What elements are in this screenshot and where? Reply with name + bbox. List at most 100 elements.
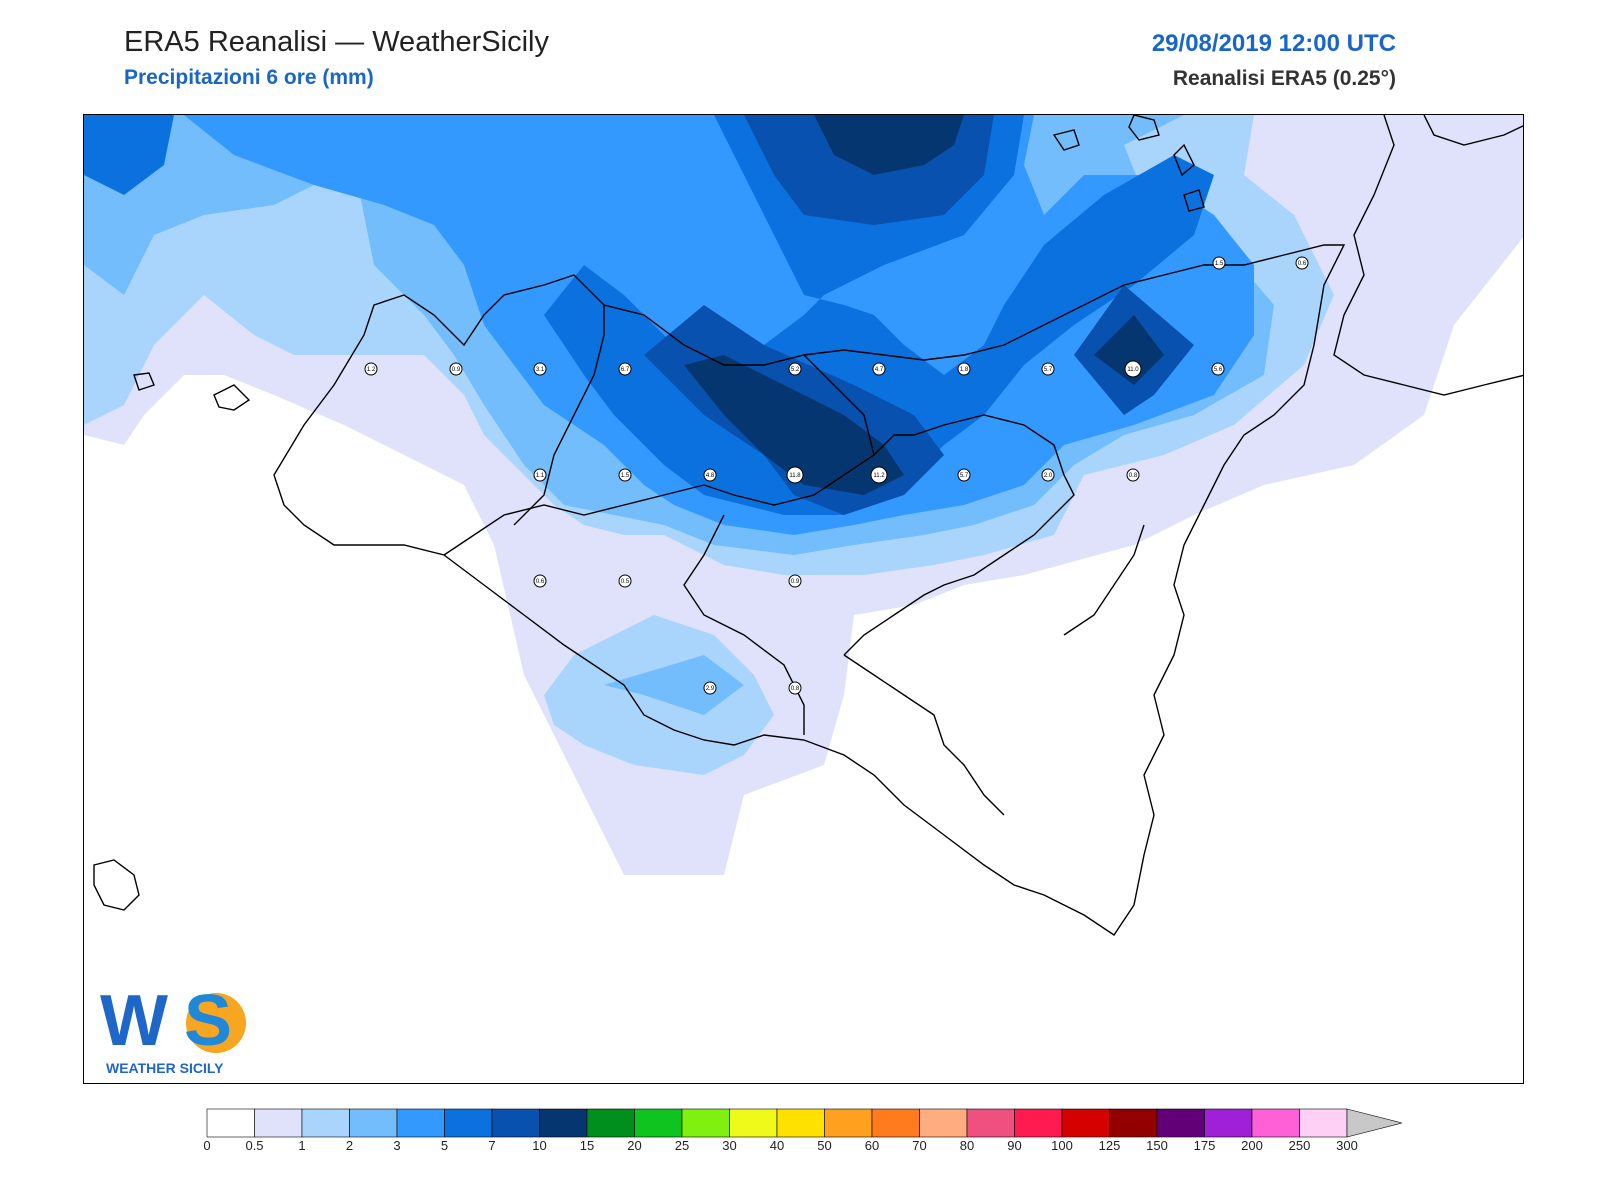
egadi-island-1 bbox=[133, 372, 155, 391]
precip-band-10-15-east bbox=[1094, 315, 1164, 385]
station-value: 1.5 bbox=[1215, 261, 1224, 267]
province-border-1 bbox=[443, 484, 705, 556]
station-value: 5.6 bbox=[1214, 367, 1223, 373]
legend-tick-label: 90 bbox=[1007, 1138, 1022, 1153]
station-marker[interactable]: 1.8 bbox=[957, 362, 971, 376]
legend-swatch bbox=[1109, 1108, 1158, 1138]
station-value: 3.1 bbox=[536, 367, 545, 373]
legend-swatch bbox=[1156, 1108, 1205, 1138]
logo-text: WEATHER SICILY bbox=[106, 1060, 224, 1076]
legend-tick-label: 2 bbox=[345, 1138, 354, 1153]
legend-tick-label: 15 bbox=[579, 1138, 595, 1153]
station-marker[interactable]: 0.6 bbox=[1295, 256, 1309, 270]
map-canvas: 1.5 0.6 1.2 0.9 3.1 6.7 5.2 4.7 1.8 5.7 … bbox=[84, 115, 1523, 936]
color-legend bbox=[206, 1108, 1403, 1138]
station-marker[interactable]: 5.6 bbox=[1211, 362, 1225, 376]
station-value: 0.6 bbox=[536, 579, 545, 585]
station-value: 1.5 bbox=[621, 473, 630, 479]
station-marker[interactable]: 4.7 bbox=[872, 362, 886, 376]
legend-swatch bbox=[1014, 1108, 1063, 1138]
legend-tick-label: 200 bbox=[1241, 1138, 1263, 1153]
station-marker[interactable]: 6.7 bbox=[618, 362, 632, 376]
legend-swatch bbox=[491, 1108, 540, 1138]
station-marker[interactable]: 2.9 bbox=[703, 681, 717, 695]
legend-tick-label: 250 bbox=[1288, 1138, 1311, 1153]
station-marker[interactable]: 4.8 bbox=[703, 468, 717, 482]
legend-swatch bbox=[966, 1108, 1015, 1138]
legend-swatch bbox=[1204, 1108, 1253, 1138]
legend-swatch bbox=[301, 1108, 350, 1138]
legend-extend-arrow bbox=[1346, 1108, 1403, 1138]
station-marker[interactable]: 0.8 bbox=[788, 681, 802, 695]
legend-tick-label: 125 bbox=[1098, 1138, 1121, 1153]
legend-swatch bbox=[871, 1108, 920, 1138]
station-marker[interactable]: 0.5 bbox=[618, 574, 632, 588]
legend-swatch bbox=[254, 1108, 303, 1138]
station-value: 2.0 bbox=[1044, 473, 1053, 479]
egadi-island-2 bbox=[213, 384, 251, 411]
precip-band-10-15 bbox=[814, 115, 964, 175]
station-marker[interactable]: 5.7 bbox=[957, 468, 971, 482]
legend-swatch bbox=[634, 1108, 683, 1138]
station-marker[interactable]: 0.9 bbox=[449, 362, 463, 376]
station-marker[interactable]: 0.6 bbox=[533, 574, 547, 588]
station-marker[interactable]: 1.5 bbox=[1212, 256, 1226, 270]
station-markers: 1.5 0.6 1.2 0.9 3.1 6.7 5.2 4.7 1.8 5.7 … bbox=[364, 256, 1309, 695]
station-marker[interactable]: 1.2 bbox=[364, 362, 378, 376]
svg-text:W: W bbox=[100, 981, 168, 1061]
station-marker[interactable]: 5.7 bbox=[1041, 362, 1055, 376]
legend-tick-label: 0.5 bbox=[245, 1138, 264, 1153]
station-value: 1.2 bbox=[367, 367, 376, 373]
legend-swatch bbox=[349, 1108, 398, 1138]
station-marker[interactable]: 11.2 bbox=[870, 466, 888, 484]
station-marker[interactable]: 2.0 bbox=[1041, 468, 1055, 482]
station-marker[interactable]: 0.9 bbox=[788, 574, 802, 588]
legend-tick-label: 60 bbox=[864, 1138, 880, 1153]
legend-tick-label: 40 bbox=[769, 1138, 785, 1153]
legend-swatch bbox=[539, 1108, 588, 1138]
station-value: 0.8 bbox=[791, 686, 800, 692]
station-value: 4.7 bbox=[875, 367, 884, 373]
legend-tick-label: 100 bbox=[1051, 1138, 1073, 1153]
legend-tick-label: 80 bbox=[959, 1138, 975, 1153]
province-border-5 bbox=[683, 514, 805, 735]
precip-band-10-15-mid bbox=[684, 355, 904, 495]
province-border-3 bbox=[803, 354, 875, 456]
legend-tick-label: 1 bbox=[298, 1138, 306, 1153]
station-value: 11.0 bbox=[1127, 367, 1139, 373]
legend-swatch bbox=[919, 1108, 968, 1138]
precip-band-5-7-nw bbox=[84, 115, 174, 195]
station-marker[interactable]: 1.5 bbox=[618, 468, 632, 482]
data-source: Reanalisi ERA5 (0.25°) bbox=[1172, 67, 1396, 90]
coastlines bbox=[93, 115, 1523, 936]
station-marker[interactable]: 11.0 bbox=[1124, 360, 1142, 378]
legend-swatch bbox=[1299, 1108, 1348, 1138]
station-value: 0.9 bbox=[452, 367, 461, 373]
legend-swatch bbox=[681, 1108, 730, 1138]
station-value: 5.2 bbox=[791, 367, 800, 373]
sicily-coastline bbox=[273, 244, 1346, 936]
legend-tick-label: 5 bbox=[440, 1138, 449, 1153]
province-border-2 bbox=[703, 414, 1075, 656]
legend-tick-label: 10 bbox=[532, 1138, 547, 1153]
station-value: 5.7 bbox=[1044, 367, 1053, 373]
station-value: 11.8 bbox=[789, 473, 801, 479]
calabria-coast-top bbox=[1423, 115, 1523, 146]
calabria-coastline bbox=[1333, 115, 1523, 396]
station-marker[interactable]: 0.8 bbox=[1126, 468, 1140, 482]
station-marker[interactable]: 11.8 bbox=[786, 466, 804, 484]
legend-swatch bbox=[729, 1108, 778, 1138]
forecast-datetime: 29/08/2019 12:00 UTC bbox=[1151, 30, 1396, 57]
legend-swatch bbox=[824, 1108, 873, 1138]
legend-swatch bbox=[1251, 1108, 1300, 1138]
station-marker[interactable]: 5.2 bbox=[788, 362, 802, 376]
station-value: 0.8 bbox=[1129, 473, 1138, 479]
station-marker[interactable]: 1.1 bbox=[533, 468, 547, 482]
legend-tick-label: 50 bbox=[817, 1138, 832, 1153]
station-value: 0.9 bbox=[791, 579, 800, 585]
legend-tick-label: 30 bbox=[722, 1138, 737, 1153]
station-marker[interactable]: 3.1 bbox=[533, 362, 547, 376]
province-border-7 bbox=[1063, 524, 1145, 636]
aeolian-island-2 bbox=[1128, 115, 1160, 141]
precipitation-map[interactable]: 1.5 0.6 1.2 0.9 3.1 6.7 5.2 4.7 1.8 5.7 … bbox=[83, 114, 1524, 1084]
